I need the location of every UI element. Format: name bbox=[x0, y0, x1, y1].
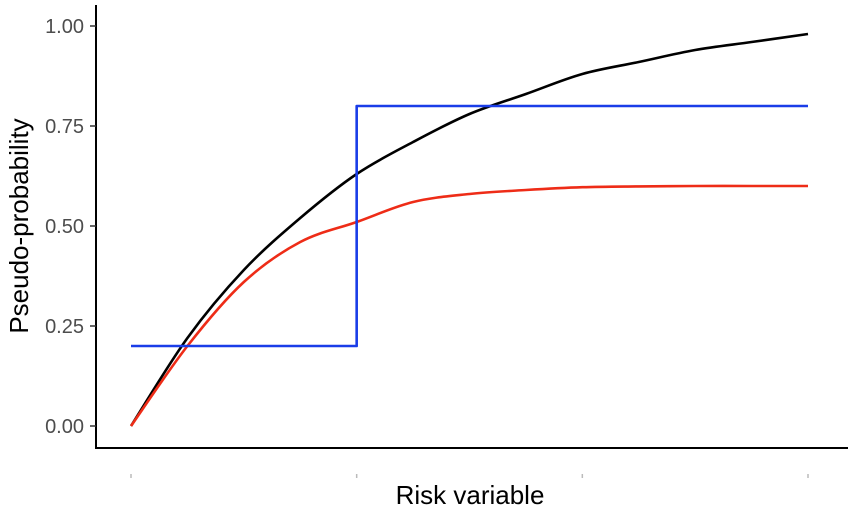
y-tick-label: 0.25 bbox=[45, 316, 84, 338]
series-line-red bbox=[129, 184, 808, 427]
series-line-black bbox=[129, 32, 809, 427]
y-axis: 0.00 0.25 0.50 0.75 1.00 bbox=[45, 5, 97, 449]
y-tick-label: 0.00 bbox=[45, 416, 84, 438]
x-axis bbox=[95, 447, 848, 478]
plot-area bbox=[129, 32, 809, 427]
y-tick-label: 0.50 bbox=[45, 216, 84, 238]
series-line-blue bbox=[131, 104, 808, 348]
y-tick-label: 0.75 bbox=[45, 116, 84, 138]
y-tick-label: 1.00 bbox=[45, 16, 84, 38]
x-axis-title: Risk variable bbox=[396, 480, 545, 510]
y-axis-title: Pseudo-probability bbox=[4, 118, 34, 333]
